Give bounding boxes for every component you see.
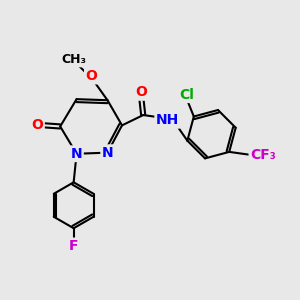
Text: O: O	[85, 69, 97, 83]
Text: NH: NH	[156, 113, 179, 128]
Text: O: O	[135, 85, 147, 99]
Text: CH₃: CH₃	[62, 53, 87, 66]
Text: F: F	[69, 239, 78, 253]
Text: Cl: Cl	[180, 88, 194, 102]
Text: CF₃: CF₃	[250, 148, 276, 162]
Text: N: N	[71, 147, 82, 161]
Text: N: N	[102, 146, 113, 160]
Text: O: O	[32, 118, 44, 132]
